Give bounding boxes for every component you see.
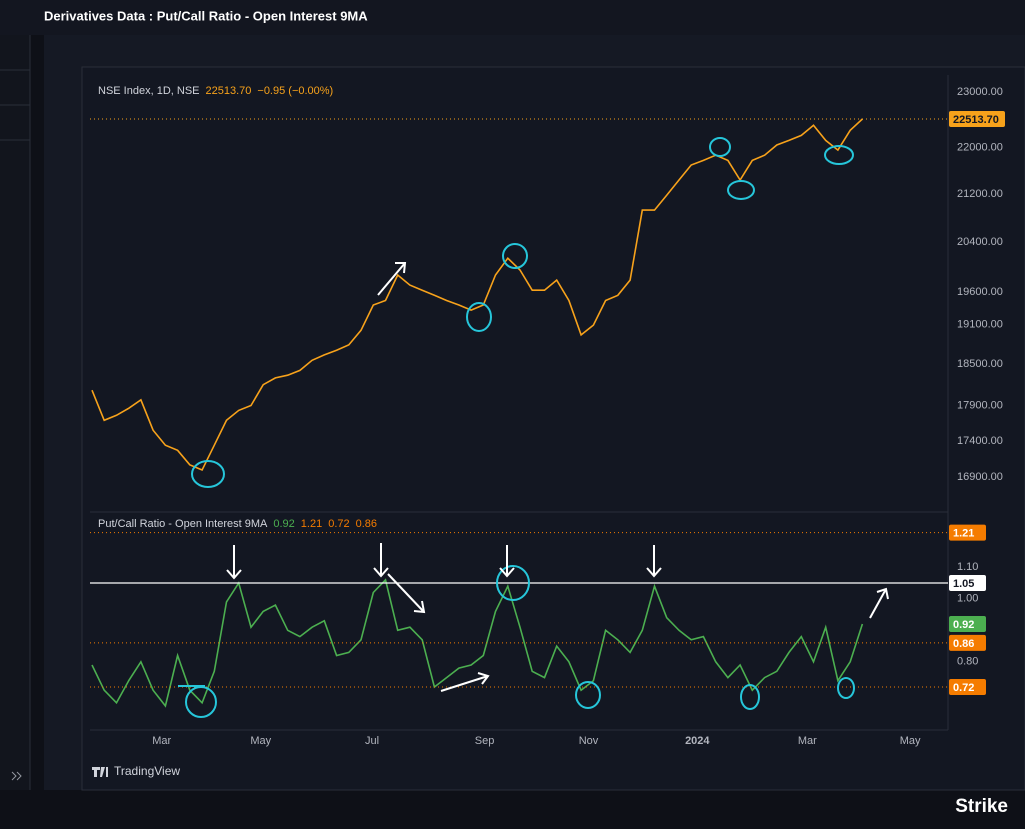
legend-value: 1.21 [301, 518, 322, 530]
x-tick-label: Mar [798, 735, 817, 747]
page-title: Derivatives Data : Put/Call Ratio - Open… [44, 8, 368, 23]
arrow-annotation [499, 545, 515, 578]
chart-frame [81, 66, 1025, 791]
circle-annotation [496, 565, 530, 601]
arrow-annotation [440, 672, 490, 692]
y-tick-label: 19100.00 [957, 318, 1003, 330]
price-badge [949, 679, 986, 696]
series-line [91, 578, 864, 708]
arrow-annotation [373, 543, 389, 578]
circle-annotation [502, 243, 528, 269]
legend-title: NSE Index, 1D, NSE [98, 85, 200, 97]
y-tick-label: 23000.00 [957, 86, 1003, 98]
y-tick-label: 20400.00 [957, 236, 1003, 248]
price-badge [949, 634, 986, 651]
x-tick-label: 2024 [685, 735, 710, 747]
price-badge-label: 0.86 [953, 638, 974, 650]
price-badge-label: 1.05 [953, 578, 974, 590]
annotations [178, 137, 889, 718]
circle-annotation [466, 302, 492, 332]
arrow-annotation [377, 262, 407, 296]
x-tick-label: Nov [579, 735, 599, 747]
price-badge-label: 0.72 [953, 682, 974, 694]
x-tick-label: May [250, 735, 271, 747]
price-badge [949, 575, 986, 592]
sidebar-bg [0, 35, 30, 790]
y-tick-label: 17900.00 [957, 399, 1003, 411]
brand-logo: Strike [955, 796, 1008, 817]
price-badge [949, 110, 1005, 127]
tradingview-brand: TradingView [114, 764, 180, 778]
legend-title: Put/Call Ratio - Open Interest 9MA [98, 518, 268, 530]
price-badge-label: 22513.70 [953, 114, 999, 126]
y-tick-label: 18500.00 [957, 358, 1003, 370]
legend-value: 0.72 [328, 518, 349, 530]
y-tick-label: 22000.00 [957, 142, 1003, 154]
arrow-annotation [869, 587, 889, 619]
x-tick-label: Sep [475, 735, 495, 747]
legend-change: −0.95 (−0.00%) [257, 85, 333, 97]
y-tick-label: 17400.00 [957, 435, 1003, 447]
y-tick-label: 21200.00 [957, 188, 1003, 200]
series-line [91, 118, 863, 472]
header-bar [0, 0, 1025, 35]
arrow-annotation [226, 545, 242, 580]
circle-annotation [740, 684, 760, 710]
legend-value: 0.92 [273, 518, 294, 530]
y-tick-label: 0.80 [957, 656, 978, 668]
price-badge [949, 616, 986, 632]
legend-value: 22513.70 [206, 85, 252, 97]
arrow-annotation [646, 545, 662, 578]
x-tick-label: Jul [365, 735, 379, 747]
price-badge [949, 524, 986, 541]
plot: 23000.00 22000.00 21200.00 20400.00 19600.00… [90, 85, 1005, 747]
expand-button[interactable] [11, 771, 22, 781]
y-tick-label: 1.10 [957, 561, 978, 573]
y-tick-label: 16900.00 [957, 471, 1003, 483]
circle-annotation [824, 145, 854, 165]
circle-annotation [709, 137, 731, 157]
x-tick-label: Mar [152, 735, 171, 747]
price-badge-label: 0.92 [953, 619, 974, 631]
circle-annotation [191, 460, 225, 488]
y-tick-label: 1.00 [957, 593, 978, 605]
price-badge-label: 1.21 [953, 528, 974, 540]
arrow-annotation [387, 573, 426, 614]
circle-annotation [575, 681, 601, 709]
y-tick-label: 19600.00 [957, 286, 1003, 298]
x-tick-label: May [900, 735, 921, 747]
sidebar [0, 35, 31, 790]
circle-annotation [837, 677, 855, 699]
legend-value: 0.86 [356, 518, 377, 530]
circle-annotation [727, 180, 755, 200]
tradingview-icon [92, 767, 108, 777]
